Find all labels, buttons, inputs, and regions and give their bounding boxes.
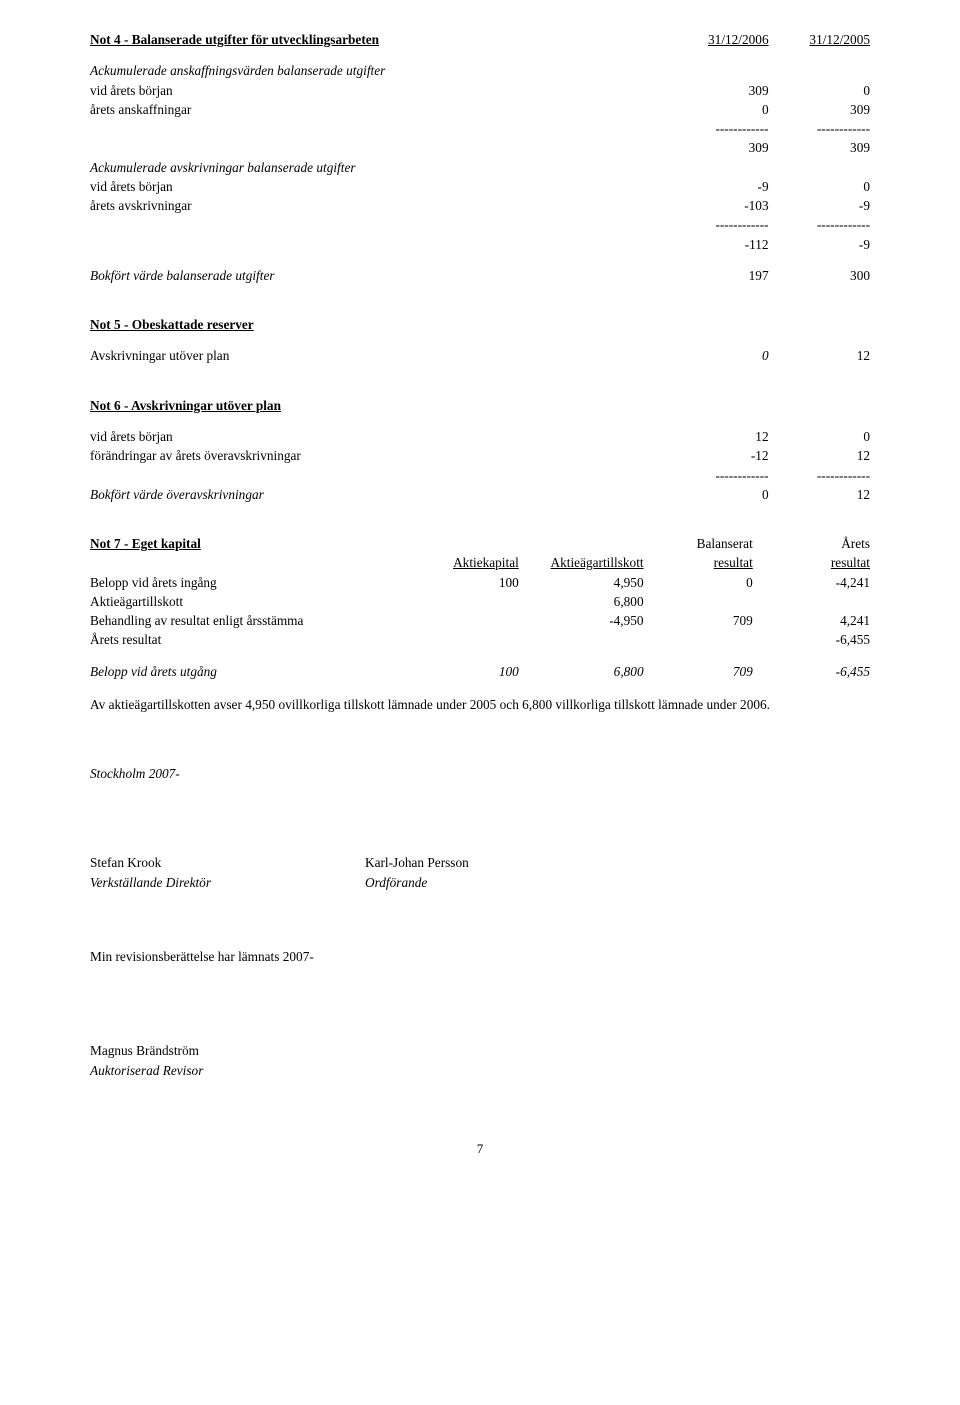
note-4-sec1-r2-v2: 309	[769, 100, 870, 119]
note-4-sec1-total-v2: 309	[769, 138, 870, 157]
note-6-r2-v2: 12	[769, 446, 870, 465]
note-7-r5-label: Belopp vid årets utgång	[90, 662, 418, 681]
note-7-h-resultat1: resultat	[652, 553, 761, 572]
dash-separator: ------------	[667, 119, 768, 138]
dash-separator: ------------	[769, 215, 870, 234]
note-7-r1-c1: 100	[418, 573, 527, 592]
note-4-booked-v2: 300	[769, 266, 870, 285]
note-7-r3-c4: 4,241	[761, 611, 870, 630]
note-7-r1-c4: -4,241	[761, 573, 870, 592]
note-7-r2-label: Aktieägartillskott	[90, 592, 418, 611]
sig2-title: Ordförande	[365, 873, 640, 892]
sig1-title: Verkställande Direktör	[90, 873, 365, 892]
signature-block-2: Karl-Johan Persson Ordförande	[365, 853, 640, 892]
note-4-booked-v1: 197	[667, 266, 768, 285]
note-6-r2-v1: -12	[667, 446, 768, 465]
note-7-r4-label: Årets resultat	[90, 630, 418, 649]
note-4-sec1-r2-v1: 0	[667, 100, 768, 119]
auditor-title: Auktoriserad Revisor	[90, 1061, 870, 1080]
note-4-date2: 31/12/2005	[769, 30, 870, 49]
note-5-table: Not 5 - Obeskattade reserver Avskrivning…	[90, 315, 870, 366]
auditor-block: Magnus Brändström Auktoriserad Revisor	[90, 1041, 870, 1080]
note-4-sec2-header: Ackumulerade avskrivningar balanserade u…	[90, 158, 667, 177]
note-4-title: Not 4 - Balanserade utgifter för utveckl…	[90, 30, 667, 49]
note-4-sec2-r2-label: årets avskrivningar	[90, 196, 667, 215]
note-5-title: Not 5 - Obeskattade reserver	[90, 315, 667, 334]
stockholm-line: Stockholm 2007-	[90, 764, 870, 783]
sig1-name: Stefan Krook	[90, 853, 365, 872]
note-4-sec2-r1-v2: 0	[769, 177, 870, 196]
page-number: 7	[90, 1140, 870, 1159]
note-4-sec1-r1-v1: 309	[667, 81, 768, 100]
note-7-r1-c2: 4,950	[527, 573, 652, 592]
note-4-table: Not 4 - Balanserade utgifter för utveckl…	[90, 30, 870, 285]
note-7-h-arets: Årets	[761, 534, 870, 553]
note-7-r3-c2: -4,950	[527, 611, 652, 630]
dash-separator: ------------	[667, 215, 768, 234]
note-6-r2-label: förändringar av årets överavskrivningar	[90, 446, 667, 465]
note-4-sec2-total-v2: -9	[769, 235, 870, 254]
note-7-h-aktiekapital: Aktiekapital	[418, 553, 527, 572]
note-6-r1-v2: 0	[769, 427, 870, 446]
revision-line: Min revisionsberättelse har lämnats 2007…	[90, 947, 870, 966]
note-4-date1: 31/12/2006	[667, 30, 768, 49]
dash-separator: ------------	[667, 466, 768, 485]
note-6-r1-v1: 12	[667, 427, 768, 446]
note-7-r5-c4: -6,455	[761, 662, 870, 681]
note-7-h-tillskott: Aktieägartillskott	[527, 553, 652, 572]
note-4-booked-label: Bokfört värde balanserade utgifter	[90, 266, 667, 285]
note-5-section: Not 5 - Obeskattade reserver Avskrivning…	[90, 315, 870, 366]
note-7-h-resultat2: resultat	[761, 553, 870, 572]
note-4-sec1-r1-label: vid årets början	[90, 81, 667, 100]
note-4-sec2-r1-v1: -9	[667, 177, 768, 196]
note-4-sec1-r2-label: årets anskaffningar	[90, 100, 667, 119]
note-4-sec2-r1-label: vid årets början	[90, 177, 667, 196]
note-5-r1-label: Avskrivningar utöver plan	[90, 346, 667, 365]
note-7-title: Not 7 - Eget kapital	[90, 534, 418, 553]
note-7-r2-c2: 6,800	[527, 592, 652, 611]
note-7-r3-c3: 709	[652, 611, 761, 630]
note-5-r1-v2: 12	[769, 346, 870, 365]
note-7-table: Not 7 - Eget kapital Balanserat Årets Ak…	[90, 534, 870, 681]
note-7-r5-c2: 6,800	[527, 662, 652, 681]
note-4-sec2-r2-v2: -9	[769, 196, 870, 215]
note-7-r1-label: Belopp vid årets ingång	[90, 573, 418, 592]
note-7-h-balanserat: Balanserat	[652, 534, 761, 553]
note-4-sec1-total-v1: 309	[667, 138, 768, 157]
note-7-footnote: Av aktieägartillskotten avser 4,950 ovil…	[90, 695, 870, 714]
auditor-name: Magnus Brändström	[90, 1041, 870, 1060]
signatures-row: Stefan Krook Verkställande Direktör Karl…	[90, 853, 870, 892]
note-7-r5-c3: 709	[652, 662, 761, 681]
note-6-title: Not 6 - Avskrivningar utöver plan	[90, 396, 667, 415]
note-7-section: Not 7 - Eget kapital Balanserat Årets Ak…	[90, 534, 870, 714]
note-6-booked-v2: 12	[769, 485, 870, 504]
note-6-booked-label: Bokfört värde överavskrivningar	[90, 485, 667, 504]
note-4-sec1-r1-v2: 0	[769, 81, 870, 100]
note-5-r1-v1: 0	[667, 346, 768, 365]
dash-separator: ------------	[769, 466, 870, 485]
note-4-sec1-header: Ackumulerade anskaffningsvärden balanser…	[90, 61, 667, 80]
note-4-sec2-r2-v1: -103	[667, 196, 768, 215]
note-4-sec2-total-v1: -112	[667, 235, 768, 254]
note-7-r3-label: Behandling av resultat enligt årsstämma	[90, 611, 418, 630]
note-6-r1-label: vid årets början	[90, 427, 667, 446]
dash-separator: ------------	[769, 119, 870, 138]
note-7-r1-c3: 0	[652, 573, 761, 592]
signature-block-1: Stefan Krook Verkställande Direktör	[90, 853, 365, 892]
note-4-section: Not 4 - Balanserade utgifter för utveckl…	[90, 30, 870, 285]
note-6-booked-v1: 0	[667, 485, 768, 504]
note-6-section: Not 6 - Avskrivningar utöver plan vid år…	[90, 396, 870, 504]
sig2-name: Karl-Johan Persson	[365, 853, 640, 872]
note-7-r5-c1: 100	[418, 662, 527, 681]
note-7-r4-c4: -6,455	[761, 630, 870, 649]
note-6-table: Not 6 - Avskrivningar utöver plan vid år…	[90, 396, 870, 504]
